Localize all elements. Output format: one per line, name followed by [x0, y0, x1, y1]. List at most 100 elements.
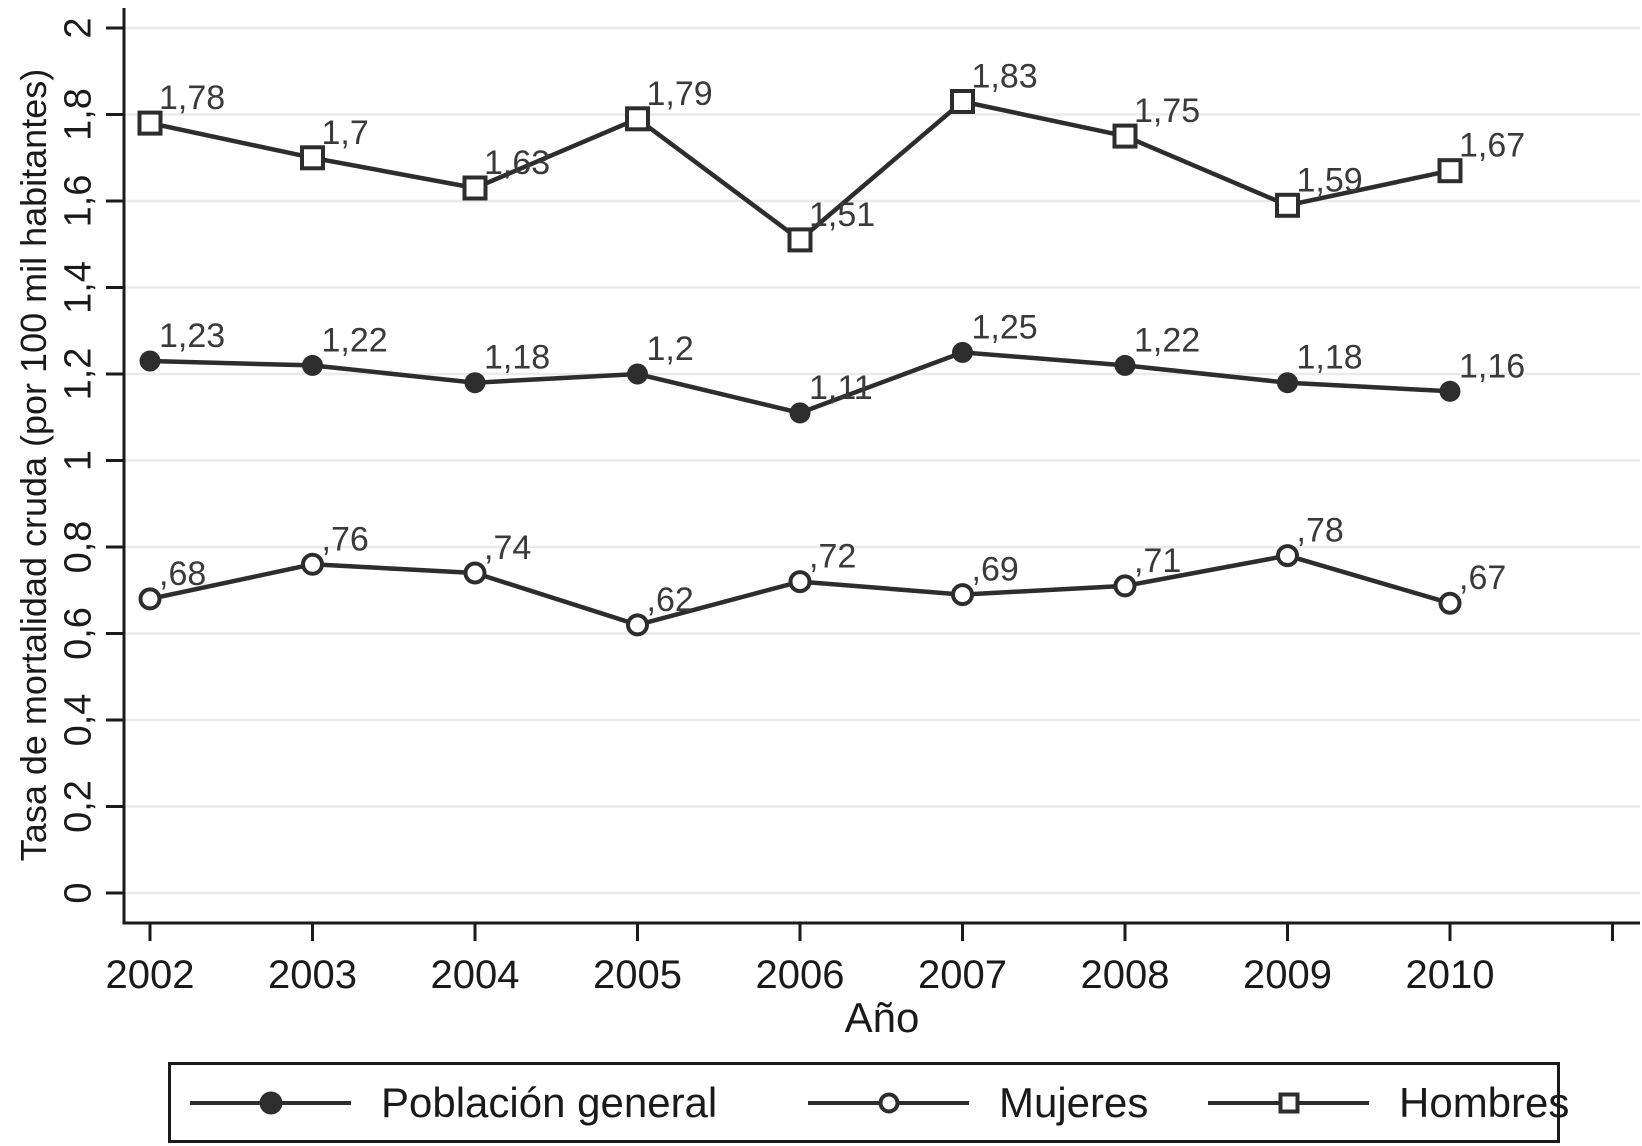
data-point-marker — [1276, 544, 1299, 568]
data-point-marker — [1112, 123, 1138, 149]
data-point-marker — [463, 561, 487, 585]
data-point-label: ,68 — [159, 555, 206, 593]
legend-line-sample — [190, 1091, 351, 1114]
data-point-label: 1,16 — [1459, 347, 1525, 385]
data-point-marker — [139, 350, 161, 372]
data-point-marker — [137, 110, 163, 136]
x-tick-label: 2008 — [1081, 953, 1170, 997]
y-tick-label: 0,6 — [58, 607, 100, 660]
x-axis-ticks: 2002 2003 2004 2005 2006 2007 2008 2009 2010 — [106, 923, 1614, 997]
data-point-marker — [952, 341, 973, 363]
data-point-marker — [138, 587, 162, 611]
y-tick-label: 1,8 — [58, 88, 100, 141]
data-point-label: 1,18 — [1297, 339, 1363, 377]
axes — [122, 8, 1640, 925]
legend-label: Mujeres — [999, 1078, 1149, 1126]
data-point-label: 1,2 — [647, 330, 694, 368]
y-tick-label: 0 — [58, 882, 100, 903]
y-tick-label: 2 — [58, 17, 100, 38]
x-tick-label: 2009 — [1243, 953, 1332, 997]
data-point-label: ,62 — [647, 581, 694, 619]
x-axis-title: Año — [845, 994, 920, 1041]
data-point-label: ,67 — [1459, 559, 1506, 597]
data-point-labels: 1,23 1,22 1,18 1,2 1,11 1,25 1,22 1,18 1,16 ,68 ,7… — [159, 58, 1525, 619]
data-point-label: 1,79 — [647, 75, 713, 113]
data-point-marker — [950, 89, 975, 114]
data-point-label: 1,25 — [972, 308, 1038, 346]
data-point-label: 1,22 — [322, 321, 388, 359]
x-tick-label: 2002 — [106, 953, 195, 997]
data-point-label: ,72 — [809, 538, 856, 576]
data-point-label: 1,75 — [1134, 92, 1200, 130]
data-point-marker — [1437, 158, 1463, 184]
data-point-marker — [626, 613, 649, 637]
data-point-marker — [627, 363, 648, 385]
legend-line-sample — [808, 1092, 969, 1113]
y-tick-label: 0,2 — [58, 780, 100, 833]
data-point-label: 1,7 — [322, 114, 369, 152]
series-hombres — [137, 89, 1463, 253]
x-tick-label: 2010 — [1406, 953, 1495, 997]
series-mujeres — [138, 544, 1462, 637]
y-tick-label: 0,4 — [58, 694, 100, 747]
gridlines — [124, 26, 1640, 895]
data-point-label: 1,51 — [809, 196, 875, 234]
y-tick-label: 1 — [58, 450, 100, 471]
x-tick-label: 2007 — [918, 953, 1007, 997]
data-point-marker — [464, 372, 486, 394]
data-point-label: ,78 — [1297, 512, 1344, 550]
data-point-marker — [1439, 380, 1461, 402]
data-point-label: 1,63 — [484, 144, 550, 182]
x-tick-label: 2005 — [593, 953, 682, 997]
legend-item-mujeres: Mujeres — [808, 1065, 1148, 1140]
x-tick-label: 2003 — [268, 953, 357, 997]
y-tick-label: 0,8 — [58, 521, 100, 574]
open-circle-icon — [878, 1092, 899, 1113]
data-point-label: 1,83 — [972, 58, 1038, 96]
series-poblacion-general — [139, 341, 1461, 424]
data-point-label: 1,78 — [159, 79, 225, 117]
legend-line-sample — [1208, 1092, 1369, 1113]
data-point-marker — [1275, 192, 1300, 218]
data-point-label: 1,22 — [1134, 321, 1200, 359]
y-tick-label: 1,4 — [58, 261, 100, 314]
data-series — [137, 89, 1463, 637]
data-point-label: 1,11 — [809, 369, 873, 407]
data-point-marker — [951, 583, 974, 607]
y-tick-label: 1,6 — [58, 175, 100, 228]
y-axis-ticks: 0 0,2 0,4 0,6 0,8 1 1,2 1,4 1,6 1,8 2 — [58, 17, 124, 904]
open-square-icon — [1278, 1092, 1299, 1113]
data-point-marker — [300, 145, 325, 171]
x-tick-label: 2006 — [756, 953, 845, 997]
data-point-marker — [1438, 591, 1462, 615]
legend-item-poblacion-general: Población general — [190, 1065, 717, 1140]
data-point-label: 1,18 — [484, 339, 550, 377]
y-tick-label: 1,2 — [58, 348, 100, 401]
data-point-marker — [1114, 354, 1136, 376]
data-point-marker — [788, 570, 812, 594]
data-point-marker — [789, 402, 811, 424]
data-point-marker — [301, 552, 324, 576]
data-point-label: 1,67 — [1459, 127, 1525, 165]
data-point-label: ,74 — [484, 529, 531, 567]
data-point-marker — [462, 175, 488, 201]
data-point-label: 1,59 — [1297, 161, 1363, 199]
x-tick-label: 2004 — [431, 953, 520, 997]
filled-circle-icon — [259, 1091, 282, 1114]
data-point-marker — [1113, 574, 1137, 598]
data-point-label: ,71 — [1134, 542, 1181, 580]
legend-item-hombres: Hombres — [1208, 1065, 1569, 1140]
legend-label: Hombres — [1399, 1078, 1570, 1126]
data-point-label: 1,23 — [159, 317, 225, 355]
data-point-label: ,76 — [322, 520, 369, 558]
legend-box: Población general Mujeres Hombres — [168, 1062, 1569, 1143]
data-point-marker — [787, 227, 813, 253]
data-point-marker — [1277, 372, 1298, 394]
data-point-marker — [302, 354, 323, 376]
legend-label: Población general — [381, 1078, 718, 1126]
data-point-label: ,69 — [972, 551, 1019, 589]
y-axis-title: Tasa de mortalidad cruda (por 100 mil ha… — [13, 69, 54, 861]
data-point-marker — [625, 106, 650, 132]
